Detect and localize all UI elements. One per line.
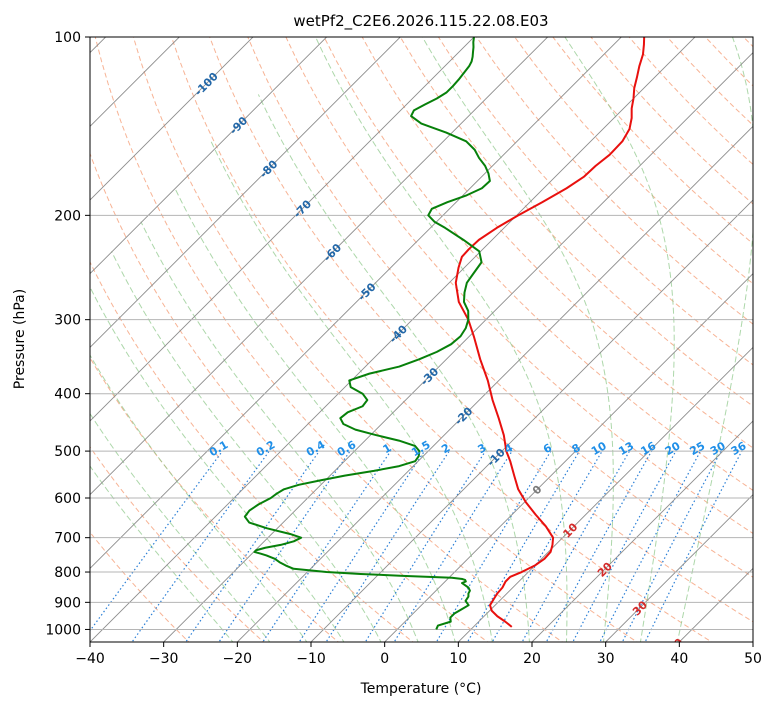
dry-adiabat: [323, 37, 753, 491]
y-tick-label: 900: [54, 595, 81, 611]
isotherm-line: [237, 125, 753, 642]
mixing-ratio-line: [90, 450, 223, 632]
dry-adiabat: [399, 37, 753, 407]
isotherm-line: [90, 37, 696, 642]
mixing-ratio-line: [262, 450, 392, 642]
chart-title: wetPf2_C2E6.2026.115.22.08.E03: [293, 12, 548, 31]
mixing-ratio-line: [621, 450, 722, 642]
x-tick-label: −20: [223, 651, 253, 667]
isotherm-line: [384, 273, 753, 642]
x-tick-label: 40: [670, 651, 688, 667]
isotherm-line: [163, 52, 753, 642]
moist-adiabat: [90, 354, 308, 642]
moist-adiabat: [315, 37, 568, 642]
mixing-ratio-line: [393, 450, 513, 642]
x-tick-label: 50: [744, 651, 762, 667]
isotherm-line: [90, 37, 328, 275]
y-tick-label: 600: [54, 491, 81, 507]
moist-adiabat: [140, 221, 419, 642]
profile-series: [243, 37, 646, 630]
dry-adiabat: [90, 446, 265, 642]
isotherm-lines: [90, 37, 753, 642]
temperature-profile-line: [454, 37, 646, 628]
y-tick-label: 200: [54, 208, 81, 224]
isotherm-line: [90, 37, 180, 127]
dry-adiabat: [285, 37, 753, 535]
isotherm-line: [90, 37, 254, 201]
y-tick-label: 400: [54, 387, 81, 403]
isotherm-line: [90, 37, 401, 348]
x-tick-label: −30: [149, 651, 179, 667]
plot-area: -100-90-80-70-60-50-40-30-20-10010203040…: [90, 37, 753, 656]
moist-adiabat: [90, 465, 234, 642]
mixing-ratio-line: [466, 450, 580, 642]
x-tick-label: 30: [597, 651, 615, 667]
y-axis-label: Pressure (hPa): [12, 289, 28, 389]
moist-adiabat: [564, 37, 675, 642]
isotherm-line: [90, 37, 622, 569]
isotherm-line: [90, 37, 475, 422]
y-tick-label: 1000: [45, 622, 81, 638]
mixing-ratio-line: [599, 450, 702, 642]
y-tick-label: 800: [54, 565, 81, 581]
y-tick-label: 300: [54, 313, 81, 329]
dry-adiabat: [90, 152, 489, 642]
dewpoint-profile-line: [243, 37, 491, 630]
y-tick-label: 700: [54, 531, 81, 547]
isobar-gridlines: [90, 37, 753, 630]
y-tick-label: 500: [54, 444, 81, 460]
dry-adiabat: [361, 37, 753, 449]
dry-adiabat: [438, 37, 753, 366]
plot-frame: [89, 36, 754, 643]
isotherm-line: [458, 346, 753, 642]
x-tick-label: 10: [449, 651, 467, 667]
moist-adiabat: [210, 141, 493, 642]
isotherm-line: [531, 420, 753, 642]
x-tick-label: 0: [380, 651, 389, 667]
moist-adiabat: [257, 94, 530, 642]
mixing-ratio-line: [218, 450, 351, 642]
y-axis-ticks: 100 200 300 400 500 600 700 800 900 1000: [45, 30, 90, 638]
x-axis-label: Temperature (°C): [360, 681, 482, 697]
dry-adiabat: [171, 37, 713, 642]
mixing-ratio-labels: 0.1 0.2 0.4 0.6 1 1.5 2 3 4 6 8 10 13 16 20 25 30 36: [207, 438, 749, 459]
isotherm-label: 40: [666, 636, 686, 656]
mixing-ratio-line: [325, 450, 450, 642]
moist-adiabat: [90, 412, 271, 642]
mixing-ratio-line: [185, 450, 320, 642]
x-tick-label: 20: [523, 651, 541, 667]
isotherm-line: [310, 199, 753, 642]
x-tick-label: −10: [296, 651, 326, 667]
mixing-ratio-lines: [90, 450, 743, 642]
mixing-ratio-line: [298, 450, 425, 642]
moist-adiabat: [90, 286, 345, 642]
isotherm-line: [605, 494, 753, 642]
x-tick-label: −40: [75, 651, 105, 667]
x-axis-ticks: −40 −30 −20 −10 0 10 20 30 40 50: [75, 642, 762, 667]
moist-adiabat: [421, 37, 614, 642]
dry-adiabat: [476, 37, 753, 325]
mixing-ratio-line: [572, 450, 677, 642]
moist-adiabat: [174, 188, 456, 642]
moist-adiabat: [111, 251, 382, 642]
mixing-ratio-line: [364, 450, 486, 642]
y-tick-label: 100: [54, 30, 81, 46]
mixing-ratio-line: [131, 450, 270, 642]
isotherm-line: [90, 37, 549, 496]
